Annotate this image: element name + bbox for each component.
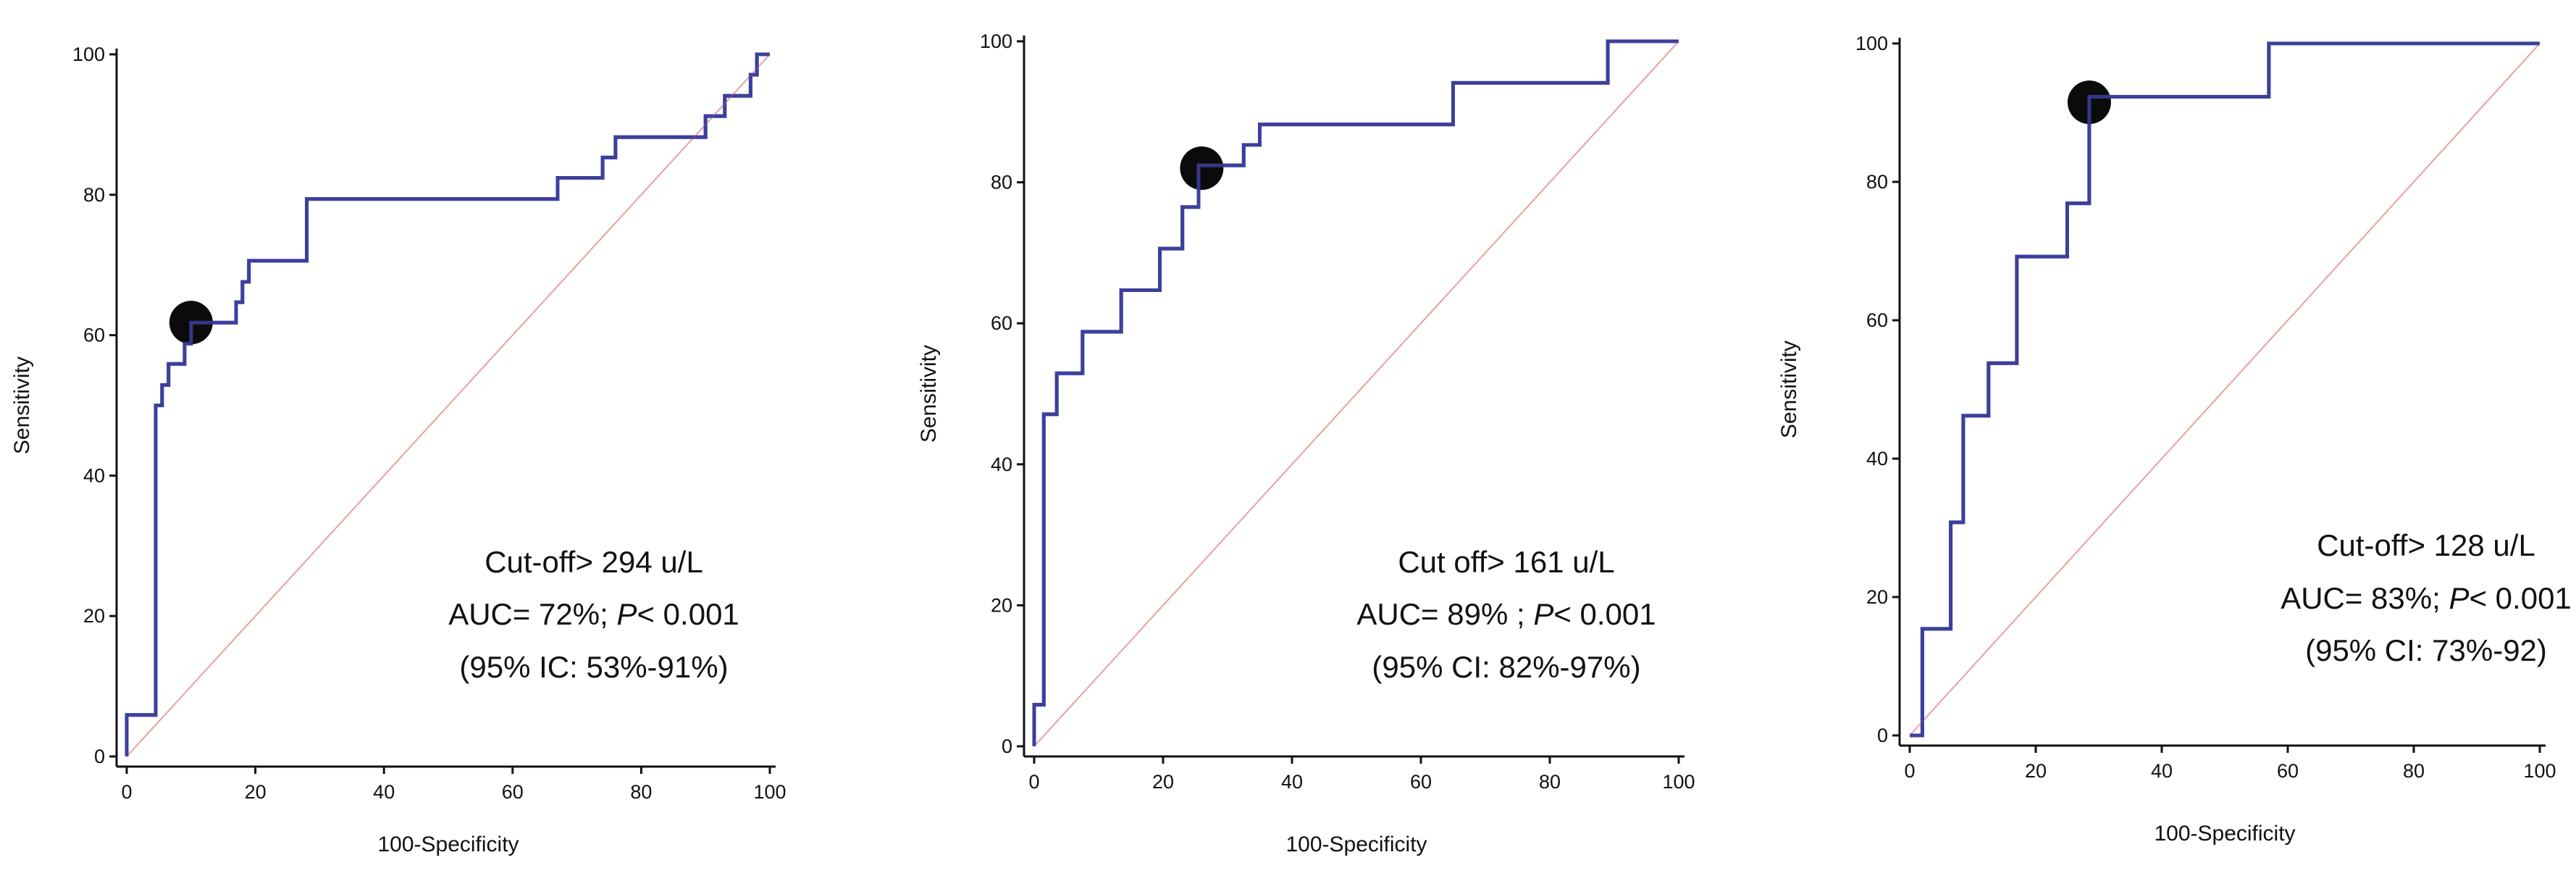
y-tick-label: 60 bbox=[83, 325, 105, 346]
x-tick-label: 80 bbox=[1539, 771, 1561, 793]
y-tick-label: 80 bbox=[991, 172, 1012, 193]
x-tick-label: 60 bbox=[1410, 771, 1432, 793]
auc-value: AUC= 89% ; bbox=[1356, 597, 1533, 631]
cutoff-point-marker bbox=[1180, 146, 1224, 191]
y-axis-title: Sensitivity bbox=[917, 345, 941, 443]
confidence-interval-annotation: (95% CI: 82%-97%) bbox=[1372, 650, 1640, 684]
auc-value: AUC= 72%; bbox=[448, 597, 616, 631]
reference-diagonal-line bbox=[1033, 41, 1679, 747]
roc-chart-1: 0 20 40 60 80 100 0 20 40 60 80 100 Sensitivity 100-S… bbox=[10, 43, 786, 856]
y-tick-label: 40 bbox=[991, 454, 1012, 475]
p-symbol: P bbox=[1533, 597, 1553, 631]
y-axis-title: Sensitivity bbox=[1777, 341, 1801, 438]
y-tick-label: 80 bbox=[83, 184, 105, 206]
x-tick-label: 20 bbox=[245, 781, 267, 803]
auc-annotation: AUC= 89% ; P< 0.001 bbox=[1356, 597, 1656, 631]
x-tick-label: 40 bbox=[1281, 771, 1303, 793]
x-tick-label: 100 bbox=[753, 781, 786, 803]
roc-chart-3: 0 20 40 60 80 100 0 20 40 60 80 100 Sensitivity 100-S… bbox=[1777, 33, 2572, 846]
p-value: < 0.001 bbox=[2469, 581, 2571, 615]
x-tick-label: 80 bbox=[2403, 760, 2425, 782]
x-axis-title: 100-Specificity bbox=[1285, 833, 1427, 856]
p-symbol: P bbox=[616, 597, 637, 631]
x-tick-label: 20 bbox=[1152, 771, 1174, 793]
x-tick-label: 0 bbox=[1904, 760, 1915, 782]
y-tick-label: 40 bbox=[83, 464, 105, 486]
x-tick-label: 100 bbox=[1662, 771, 1695, 793]
y-tick-label: 20 bbox=[83, 605, 105, 627]
y-tick-label: 80 bbox=[1866, 171, 1888, 193]
reference-diagonal-line bbox=[1909, 43, 2541, 736]
x-tick-label: 60 bbox=[2277, 760, 2299, 782]
y-tick-label: 100 bbox=[1855, 33, 1888, 54]
p-value: < 0.001 bbox=[637, 597, 739, 631]
confidence-interval-annotation: (95% CI: 73%-92) bbox=[2305, 633, 2547, 667]
confidence-interval-annotation: (95% IC: 53%-91%) bbox=[459, 650, 728, 684]
y-axis-title: Sensitivity bbox=[10, 356, 34, 454]
reference-diagonal-line bbox=[126, 54, 771, 757]
y-tick-label: 40 bbox=[1866, 448, 1888, 470]
x-axis-title: 100-Specificity bbox=[2154, 822, 2295, 846]
y-tick-label: 0 bbox=[1002, 735, 1012, 757]
p-symbol: P bbox=[2449, 581, 2469, 615]
x-tick-label: 0 bbox=[1028, 771, 1039, 793]
x-axis-title: 100-Specificity bbox=[377, 833, 519, 856]
x-tick-label: 100 bbox=[2523, 760, 2556, 782]
x-tick-label: 60 bbox=[502, 781, 524, 803]
x-tick-label: 20 bbox=[2025, 760, 2047, 782]
x-tick-label: 0 bbox=[121, 781, 132, 803]
x-tick-label: 40 bbox=[373, 781, 395, 803]
y-tick-label: 60 bbox=[991, 312, 1012, 334]
auc-annotation: AUC= 83%; P< 0.001 bbox=[2281, 581, 2572, 615]
x-tick-label: 40 bbox=[2151, 760, 2173, 782]
y-tick-label: 20 bbox=[991, 594, 1012, 616]
y-tick-label: 20 bbox=[1866, 586, 1888, 608]
y-tick-label: 100 bbox=[72, 43, 105, 65]
y-tick-label: 0 bbox=[94, 746, 105, 767]
roc-curve-overlay bbox=[125, 52, 770, 756]
x-tick-label: 80 bbox=[630, 781, 652, 803]
p-value: < 0.001 bbox=[1553, 597, 1656, 631]
y-tick-label: 0 bbox=[1877, 725, 1888, 746]
roc-chart-2: 0 20 40 60 80 100 0 20 40 60 80 100 Sensitivity 100-S… bbox=[917, 30, 1695, 856]
roc-curve-overlay bbox=[1910, 41, 2540, 738]
cutoff-annotation: Cut-off> 294 u/L bbox=[484, 545, 703, 579]
roc-curve-overlay bbox=[1032, 39, 1679, 746]
y-tick-label: 100 bbox=[980, 30, 1012, 52]
cutoff-annotation: Cut off> 161 u/L bbox=[1398, 545, 1614, 579]
auc-annotation: AUC= 72%; P< 0.001 bbox=[448, 597, 739, 631]
cutoff-annotation: Cut-off> 128 u/L bbox=[2317, 528, 2535, 562]
auc-value: AUC= 83%; bbox=[2281, 581, 2449, 615]
y-tick-label: 60 bbox=[1866, 309, 1888, 331]
